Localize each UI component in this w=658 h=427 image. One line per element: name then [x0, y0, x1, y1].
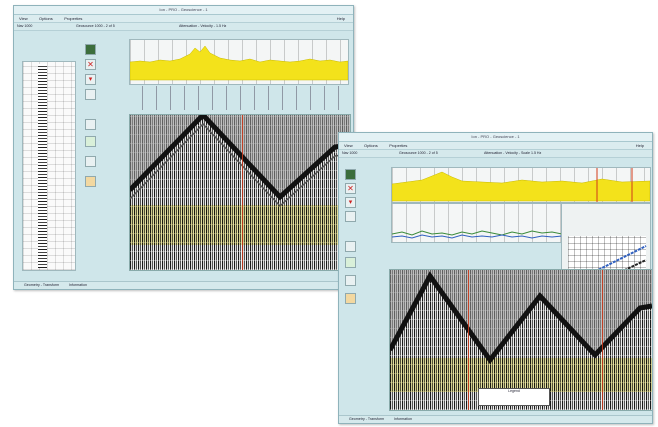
menu-view[interactable]: View [344, 143, 353, 148]
filter-icon[interactable] [85, 136, 96, 147]
menu-properties[interactable]: Properties [64, 16, 83, 21]
amplitude-panel[interactable] [391, 167, 651, 203]
legend-title: Legend [508, 389, 520, 393]
info-bar: Nav 1000 Geosource 1000 - 2 of 5 Attenua… [14, 23, 353, 31]
info-mid: Geosource 1000 - 2 of 5 [76, 24, 115, 28]
legend-box: Legend [478, 388, 550, 406]
color-icon[interactable] [85, 176, 96, 187]
velocity-panel[interactable] [391, 203, 563, 243]
tool-column: ✕ ▾ [344, 169, 358, 339]
info-mid: Geosource 1000 - 2 of 5 [399, 151, 438, 155]
display-icon[interactable] [85, 44, 96, 55]
info-right: Attenuation - Velocity - Scale 1.5 Hz [484, 151, 542, 155]
tool-column: ✕ ▾ [84, 44, 98, 214]
filter-icon[interactable] [345, 257, 356, 268]
status-mid: Information [69, 283, 87, 287]
status-left: Geometry - Transform [24, 283, 60, 287]
pick-line[interactable] [602, 270, 603, 410]
menu-help[interactable]: Help [336, 16, 345, 21]
seismic-window-left: Ion - PRO - Geoscience - 1 View Options … [13, 5, 354, 290]
status-bar: Geometry - Transform Information [14, 281, 353, 289]
well-log-panel[interactable] [22, 61, 76, 271]
delete-icon[interactable]: ✕ [345, 183, 356, 194]
pick-icon[interactable]: ▾ [345, 197, 356, 208]
seismic-section-left[interactable] [129, 114, 351, 271]
info-bar: Nav 1000 Geosource 1000 - 2 of 5 Attenua… [339, 150, 652, 158]
velocity-chart [392, 230, 562, 239]
window-title: Ion - PRO - Geoscience - 1 [339, 133, 652, 142]
menu-help[interactable]: Help [635, 143, 644, 148]
options-icon[interactable] [345, 211, 356, 222]
menubar: View Options Properties Help [339, 142, 652, 150]
info-left: Nav 1000 [342, 151, 358, 155]
amplitude-panel[interactable] [129, 39, 349, 85]
seismic-window-right: Ion - PRO - Geoscience - 1 View Options … [338, 132, 653, 424]
menu-options[interactable]: Options [39, 16, 53, 21]
status-mid: Information [394, 417, 412, 421]
status-left: Geometry - Transform [349, 417, 385, 421]
seismic-section-right[interactable]: Legend [389, 269, 652, 411]
pick-icon[interactable]: ▾ [85, 74, 96, 85]
menu-properties[interactable]: Properties [389, 143, 408, 148]
gain-icon[interactable] [345, 275, 356, 286]
menubar: View Options Properties Help [14, 15, 353, 23]
info-right: Attenuation - Velocity - 1.5 Hz [179, 24, 227, 28]
seismic-horizon [130, 115, 350, 208]
pick-line[interactable] [242, 115, 243, 270]
info-left: Nav 1000 [17, 24, 33, 28]
delete-icon[interactable]: ✕ [85, 59, 96, 70]
status-bar: Geometry - Transform Information [339, 415, 652, 423]
menu-view[interactable]: View [19, 16, 28, 21]
yellow-attribute-band [390, 358, 652, 392]
seismic-horizon [390, 270, 652, 365]
well-log-trace [38, 64, 47, 268]
pick-line[interactable] [468, 270, 469, 410]
color-icon[interactable] [345, 293, 356, 304]
window-title: Ion - PRO - Geoscience - 1 [14, 6, 353, 15]
yellow-attribute-band [130, 205, 350, 245]
options-icon[interactable] [85, 89, 96, 100]
menu-options[interactable]: Options [364, 143, 378, 148]
amplitude-chart [130, 45, 348, 81]
zoom-icon[interactable] [345, 241, 356, 252]
display-icon[interactable] [345, 169, 356, 180]
amplitude-chart [392, 168, 650, 202]
trace-header-strip [129, 86, 347, 110]
zoom-icon[interactable] [85, 119, 96, 130]
gain-icon[interactable] [85, 156, 96, 167]
